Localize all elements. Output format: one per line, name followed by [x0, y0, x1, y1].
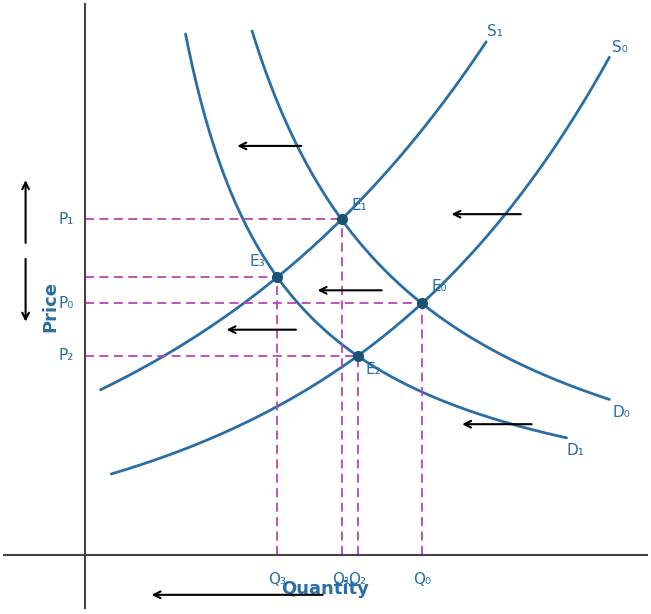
Text: S₀: S₀ — [612, 40, 628, 55]
Text: Q₁: Q₁ — [333, 572, 351, 587]
Text: S₁: S₁ — [487, 24, 503, 39]
Text: D₁: D₁ — [566, 443, 585, 458]
Text: E₁: E₁ — [351, 198, 367, 213]
Text: E₃: E₃ — [250, 254, 266, 270]
Text: P₂: P₂ — [59, 348, 74, 363]
Text: Q₂: Q₂ — [348, 572, 367, 587]
Text: Q₃: Q₃ — [268, 572, 286, 587]
Text: D₀: D₀ — [612, 405, 630, 420]
Text: E₀: E₀ — [432, 279, 447, 294]
X-axis label: Quantity: Quantity — [282, 580, 369, 599]
Text: Q₀: Q₀ — [413, 572, 431, 587]
Text: P₀: P₀ — [59, 296, 74, 311]
Text: P₁: P₁ — [59, 212, 74, 227]
Y-axis label: Price: Price — [42, 281, 59, 332]
Text: E₂: E₂ — [366, 362, 381, 377]
